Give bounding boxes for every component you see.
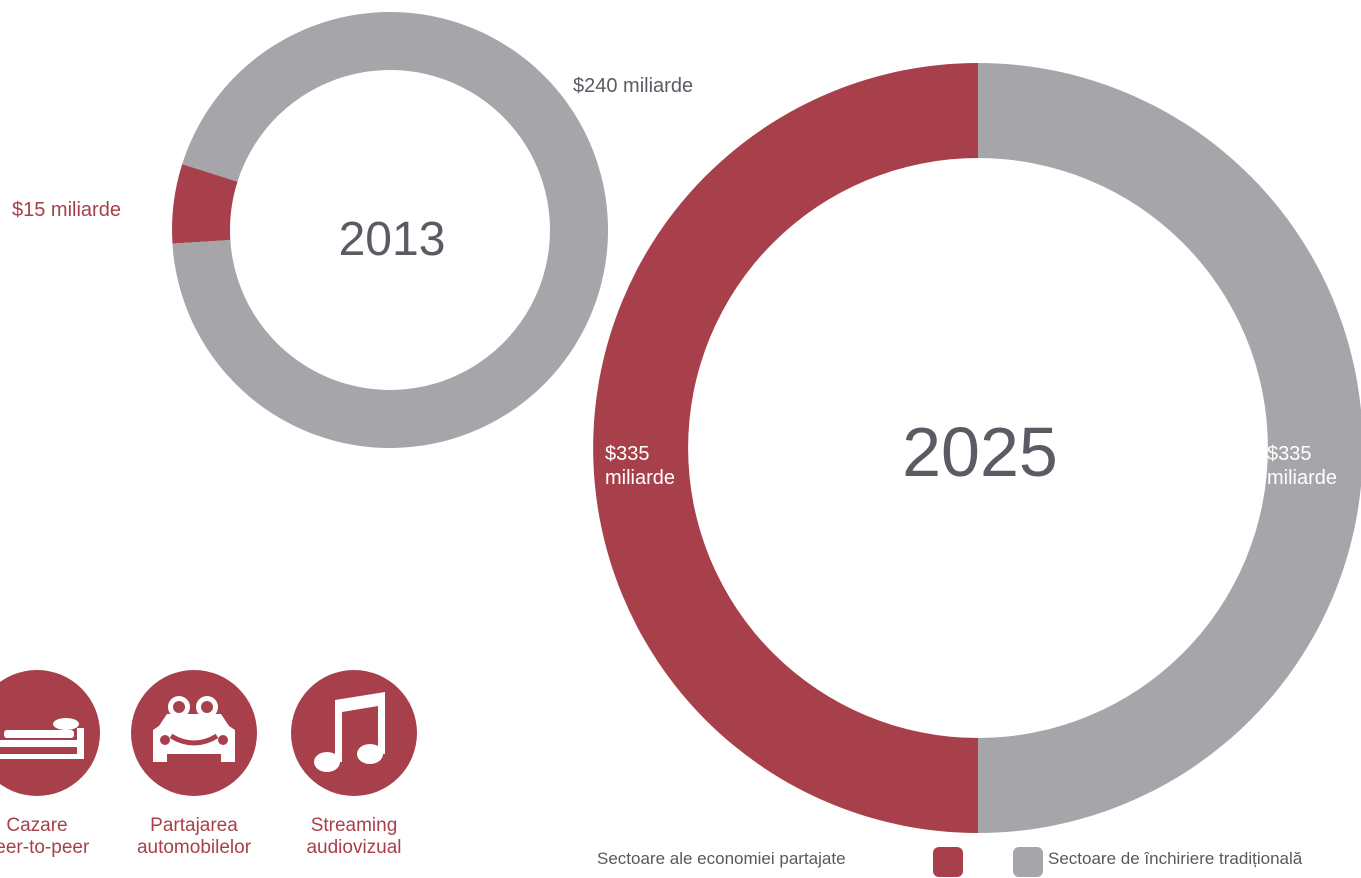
music-note-icon — [291, 670, 417, 796]
bed-icon — [0, 670, 100, 796]
donut-2013-traditional-value: $240 miliarde — [573, 75, 693, 97]
donut-2013-year-label: 2013 — [339, 213, 446, 266]
sector-label-streaming: Streaming audiovizual — [274, 815, 434, 859]
legend-traditional-swatch — [1013, 847, 1043, 877]
donut-2013: 2013 $15 miliarde $240 miliarde — [12, 12, 693, 448]
value-label-line: miliarde — [605, 467, 675, 489]
donut-2025-year-label: 2025 — [902, 413, 1058, 491]
donut-2013-sharing-value: $15 miliarde — [12, 199, 121, 221]
value-label-line: $335 — [605, 443, 650, 465]
legend-sharing-swatch — [933, 847, 963, 877]
legend-traditional-label: Sectoare de închiriere tradițională — [1048, 849, 1302, 869]
donut-2025: 2025 $335 miliarde $335 miliarde — [593, 63, 1361, 833]
value-label-line: $335 — [1267, 443, 1312, 465]
legend-sharing-label: Sectoare ale economiei partajate — [597, 849, 846, 869]
value-label-line: miliarde — [1267, 467, 1337, 489]
car-sharing-icon — [131, 670, 257, 796]
sector-label-peer-to-peer: Cazare peer-to-peer — [0, 815, 117, 859]
sector-label-car-sharing: Partajarea automobilelor — [114, 815, 274, 859]
